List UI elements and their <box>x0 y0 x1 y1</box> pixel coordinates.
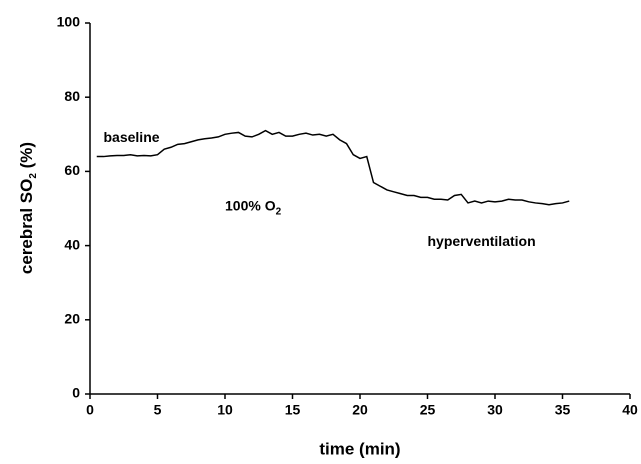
x-tick-label: 30 <box>487 402 503 418</box>
y-axis-title: cerebral SO2 (%) <box>17 142 38 274</box>
x-tick-label: 0 <box>86 402 94 418</box>
x-tick-label: 20 <box>352 402 368 418</box>
x-tick-label: 40 <box>622 402 638 418</box>
x-axis-title: time (min) <box>319 439 400 458</box>
annotation-sub: 2 <box>276 206 282 217</box>
x-tick-label: 25 <box>420 402 436 418</box>
y-tick-label: 80 <box>64 88 80 104</box>
annotation-part: 100% O <box>225 197 276 213</box>
y-title-part: cerebral SO <box>17 179 36 274</box>
x-tick-label: 10 <box>217 402 233 418</box>
x-tick-label: 35 <box>555 402 571 418</box>
y-tick-label: 20 <box>64 311 80 327</box>
annotation: 100% O2 <box>225 197 282 217</box>
x-tick-label: 5 <box>154 402 162 418</box>
x-tick-label: 15 <box>285 402 301 418</box>
y-title-part: (%) <box>17 142 36 173</box>
data-line <box>96 129 570 206</box>
y-tick-label: 100 <box>57 14 81 30</box>
annotation: hyperventilation <box>428 233 536 249</box>
annotation-part: baseline <box>104 129 160 145</box>
y-tick-label: 0 <box>72 385 80 401</box>
y-tick-label: 60 <box>64 162 80 178</box>
y-tick-label: 40 <box>64 236 80 252</box>
annotation: baseline <box>104 129 160 145</box>
y-title-sub: 2 <box>28 173 39 179</box>
annotation-part: hyperventilation <box>428 233 536 249</box>
